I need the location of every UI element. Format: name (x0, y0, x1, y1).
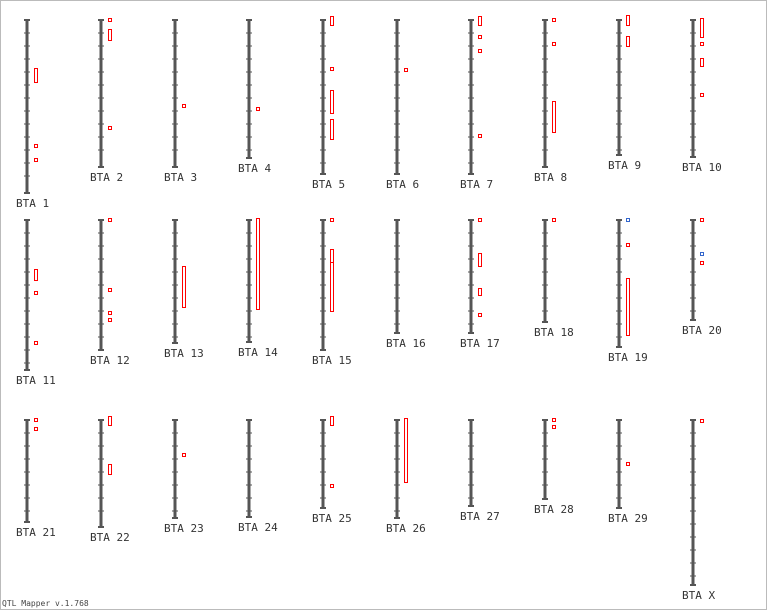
qtl-mark (700, 18, 704, 38)
qtl-mark (330, 484, 334, 488)
chromosome-label: BTA 17 (460, 337, 500, 350)
chromosome-label: BTA X (682, 589, 715, 602)
chromosome-label: BTA 26 (386, 522, 426, 535)
qtl-mark (552, 18, 556, 22)
chromosome-label: BTA 12 (90, 354, 130, 367)
qtl-mark (108, 218, 112, 222)
chromosome-label: BTA 24 (238, 521, 278, 534)
qtl-mark (108, 311, 112, 315)
qtl-mark (626, 15, 630, 26)
qtl-mark (330, 90, 334, 114)
qtl-mark (478, 218, 482, 222)
chromosome-label: BTA 28 (534, 503, 574, 516)
qtl-mark (552, 218, 556, 222)
qtl-mark (700, 261, 704, 265)
qtl-mark (404, 418, 408, 483)
qtl-mark (700, 93, 704, 97)
chromosome-label: BTA 23 (164, 522, 204, 535)
chromosome-label: BTA 9 (608, 159, 641, 172)
qtl-mark (330, 67, 334, 71)
qtl-mark (108, 464, 112, 475)
chromosome-label: BTA 10 (682, 161, 722, 174)
qtl-mark (700, 42, 704, 46)
qtl-mark (626, 243, 630, 247)
qtl-mark (330, 218, 334, 222)
qtl-mark (330, 119, 334, 140)
chromosome-label: BTA 4 (238, 162, 271, 175)
qtl-mark (330, 416, 334, 426)
qtl-mark (330, 16, 334, 26)
qtl-mark (256, 218, 260, 310)
qtl-mark (404, 68, 408, 72)
chromosome-label: BTA 13 (164, 347, 204, 360)
chromosome-label: BTA 21 (16, 526, 56, 539)
qtl-mark (552, 425, 556, 429)
qtl-mark (34, 341, 38, 345)
qtl-mark (478, 49, 482, 53)
chromosome-label: BTA 7 (460, 178, 493, 191)
qtl-mark (182, 453, 186, 457)
qtl-mark (478, 16, 482, 26)
qtl-mark (108, 18, 112, 22)
qtl-mark (108, 29, 112, 41)
chromosome-label: BTA 25 (312, 512, 352, 525)
qtl-mark (108, 288, 112, 292)
qtl-mark (626, 462, 630, 466)
qtl-mark (552, 42, 556, 46)
footer: QTL Mapper v.1.768 (2, 599, 89, 608)
qtl-mark (626, 36, 630, 47)
qtl-mark (34, 269, 38, 281)
qtl-mark (108, 318, 112, 322)
qtl-mark (330, 262, 334, 312)
qtl-mark (552, 101, 556, 133)
qtl-mark (34, 418, 38, 422)
chromosome-label: BTA 22 (90, 531, 130, 544)
chromosome-label: BTA 1 (16, 197, 49, 210)
chromosome-label: BTA 8 (534, 171, 567, 184)
qtl-mark (700, 252, 704, 256)
chromosome-label: BTA 16 (386, 337, 426, 350)
qtl-mark (34, 158, 38, 162)
qtl-mark (552, 418, 556, 422)
qtl-mark (34, 427, 38, 431)
qtl-mark (108, 416, 112, 426)
chromosome-label: BTA 27 (460, 510, 500, 523)
qtl-mark (478, 253, 482, 267)
qtl-mark (700, 218, 704, 222)
chromosome-label: BTA 19 (608, 351, 648, 364)
chromosome-label: BTA 29 (608, 512, 648, 525)
qtl-mark (626, 218, 630, 222)
qtl-mark (34, 144, 38, 148)
chromosome-label: BTA 15 (312, 354, 352, 367)
qtl-mark (478, 313, 482, 317)
qtl-mark (256, 107, 260, 111)
qtl-mark (478, 288, 482, 296)
chromosome-label: BTA 3 (164, 171, 197, 184)
qtl-mark (626, 278, 630, 336)
chromosome-label: BTA 20 (682, 324, 722, 337)
chromosome-label: BTA 14 (238, 346, 278, 359)
chromosome-label: BTA 5 (312, 178, 345, 191)
qtl-mark (700, 58, 704, 67)
qtl-mark (34, 68, 38, 83)
qtl-mark (478, 134, 482, 138)
qtl-mark (182, 104, 186, 108)
qtl-mark (108, 126, 112, 130)
chromosome-label: BTA 11 (16, 374, 56, 387)
chromosome-label: BTA 18 (534, 326, 574, 339)
chromosome-label: BTA 2 (90, 171, 123, 184)
qtl-mark (700, 419, 704, 423)
chromosome-label: BTA 6 (386, 178, 419, 191)
qtl-mark (478, 35, 482, 39)
qtl-mark (34, 291, 38, 295)
qtl-mark (182, 266, 186, 308)
